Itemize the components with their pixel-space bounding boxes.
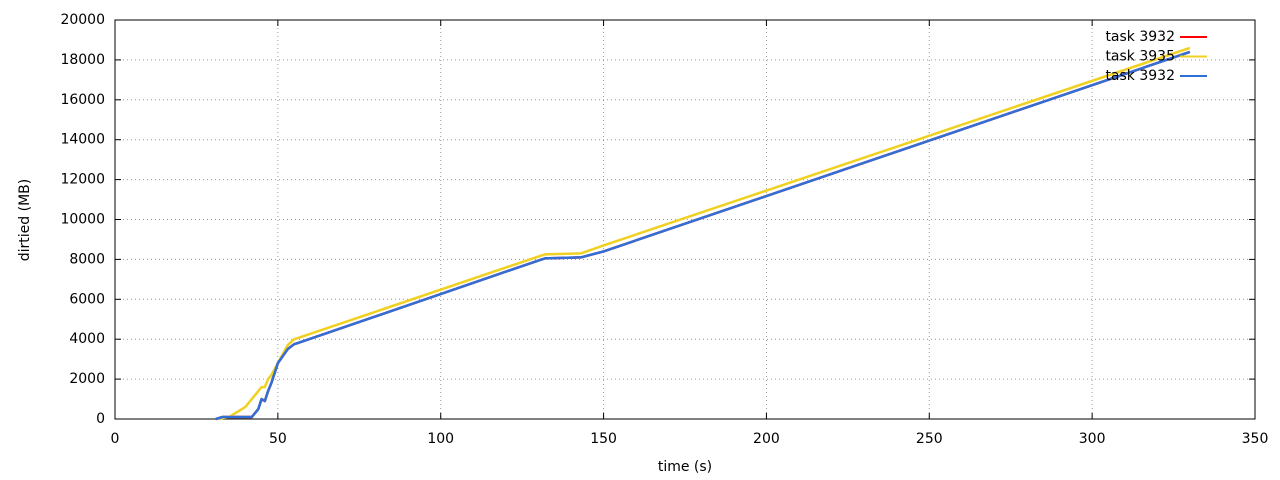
x-tick-label: 300 [1079, 431, 1106, 447]
series-line [215, 50, 1191, 421]
y-tick-label: 12000 [60, 172, 105, 188]
y-tick-label: 18000 [60, 52, 105, 68]
y-tick-label: 4000 [69, 331, 105, 347]
y-axis-label: dirtied (MB) [17, 179, 33, 261]
legend-label: task 3932 [1105, 29, 1175, 45]
y-tick-label: 10000 [60, 212, 105, 228]
y-tick-label: 2000 [69, 371, 105, 387]
legend-label: task 3935 [1105, 49, 1175, 65]
x-tick-label: 350 [1242, 431, 1269, 447]
series-line [215, 50, 1191, 421]
legend-label: task 3932 [1105, 68, 1175, 84]
y-tick-label: 0 [96, 411, 105, 427]
y-tick-label: 6000 [69, 291, 105, 307]
series-line [218, 46, 1191, 421]
y-tick-label: 14000 [60, 132, 105, 148]
y-tick-label: 8000 [69, 251, 105, 267]
y-tick-label: 20000 [60, 12, 105, 28]
x-tick-label: 150 [590, 431, 617, 447]
x-tick-label: 50 [269, 431, 287, 447]
x-axis-label: time (s) [658, 459, 712, 475]
x-tick-label: 100 [427, 431, 454, 447]
y-tick-label: 16000 [60, 92, 105, 108]
x-tick-label: 200 [753, 431, 780, 447]
x-tick-label: 0 [111, 431, 120, 447]
x-tick-label: 250 [916, 431, 943, 447]
